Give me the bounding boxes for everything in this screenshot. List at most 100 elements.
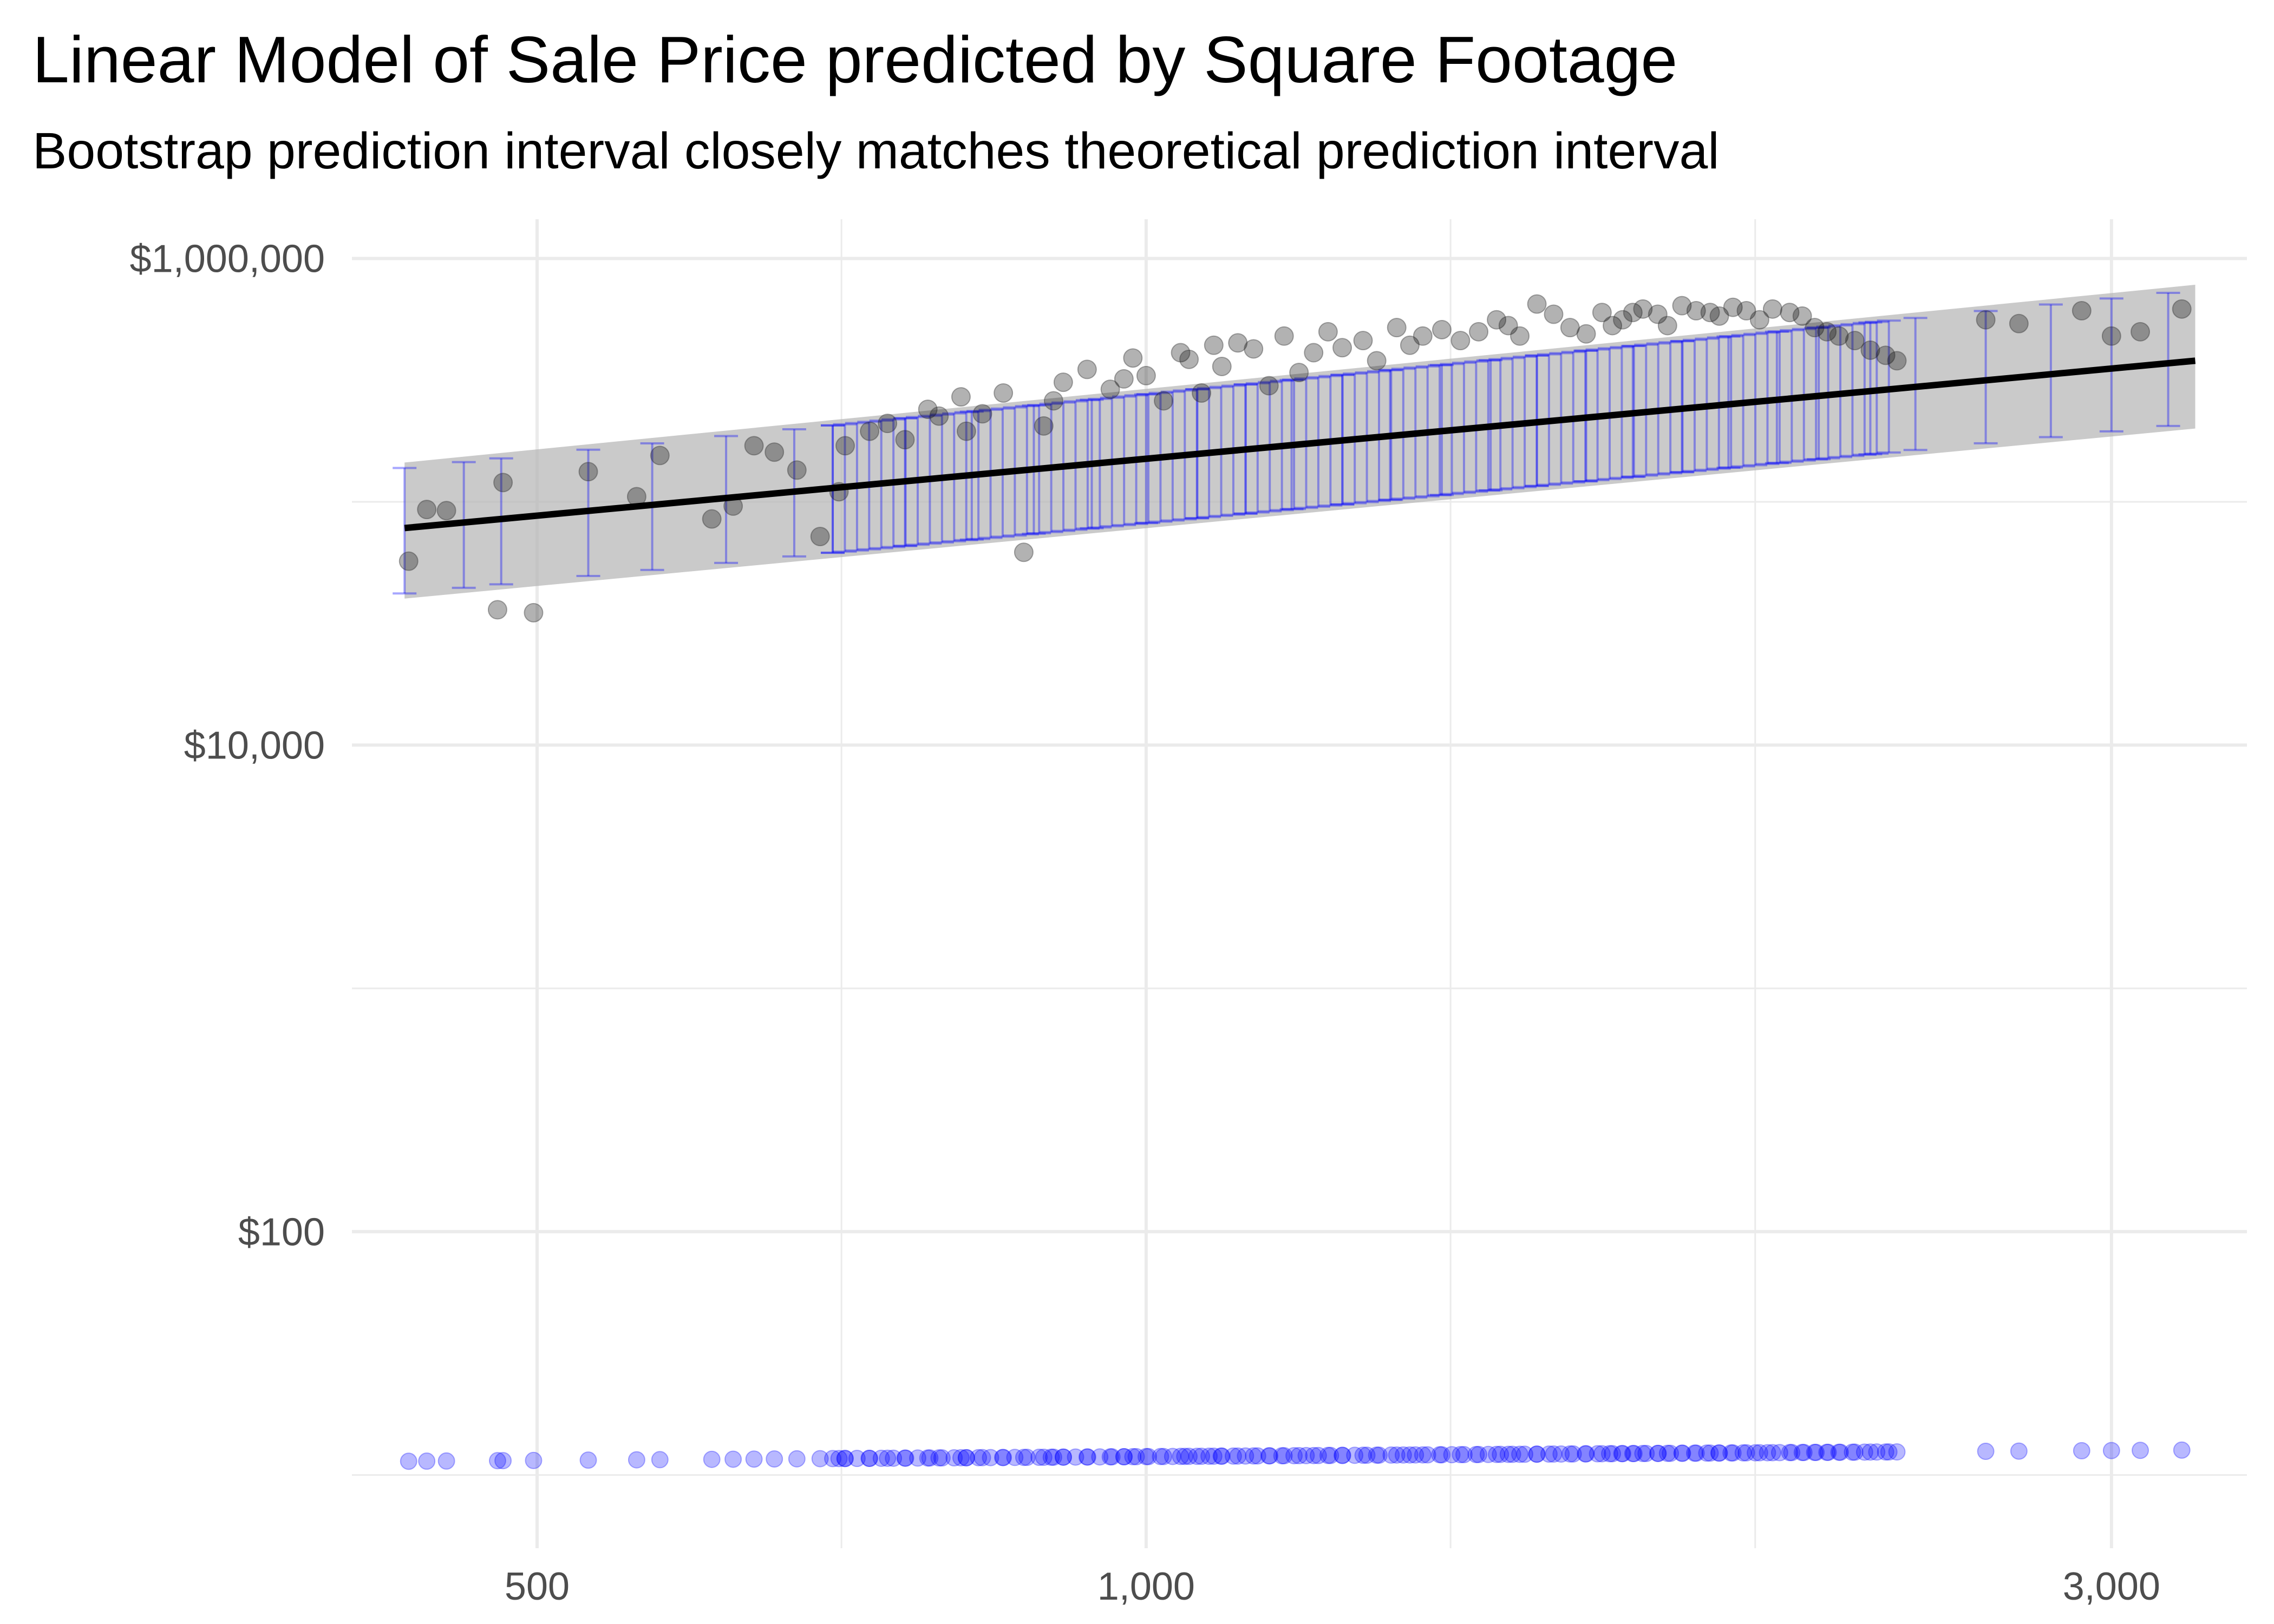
bootstrap-point — [1763, 1444, 1781, 1462]
data-point — [1469, 322, 1489, 342]
bootstrap-point — [1528, 1445, 1546, 1463]
bootstrap-point — [1888, 1443, 1906, 1461]
bootstrap-point — [1455, 1446, 1473, 1464]
data-point — [1686, 301, 1706, 321]
bootstrap-point — [1346, 1446, 1364, 1464]
bootstrap-point — [1124, 1448, 1142, 1465]
data-point — [1527, 294, 1547, 314]
bootstrap-point — [1516, 1445, 1534, 1463]
bootstrap-point — [400, 1452, 417, 1470]
bootstrap-point — [1394, 1446, 1412, 1464]
data-point — [1736, 301, 1756, 321]
bootstrap-point — [1868, 1443, 1886, 1461]
bootstrap-point — [1419, 1446, 1436, 1464]
bootstrap-point — [1401, 1446, 1419, 1464]
bootstrap-point — [830, 1450, 848, 1468]
y-tick-label: $100 — [238, 1210, 325, 1254]
bootstrap-point — [1593, 1445, 1611, 1463]
data-point — [994, 383, 1014, 403]
bootstrap-point — [579, 1451, 597, 1469]
bootstrap-point — [1470, 1445, 1488, 1463]
data-point — [398, 551, 419, 571]
bootstrap-point — [957, 1449, 975, 1466]
bootstrap-point — [1880, 1443, 1898, 1461]
bootstrap-point — [1212, 1447, 1230, 1465]
data-point — [1633, 299, 1653, 319]
bootstrap-point — [1285, 1447, 1303, 1465]
data-point — [1817, 322, 1837, 342]
data-point — [972, 404, 992, 424]
bootstrap-point — [837, 1450, 854, 1468]
bootstrap-point — [1504, 1445, 1521, 1463]
bootstrap-point — [1382, 1446, 1400, 1464]
bootstrap-point — [1818, 1443, 1836, 1461]
data-point — [1976, 310, 1996, 330]
bootstrap-point — [945, 1449, 963, 1467]
data-point — [1498, 316, 1518, 336]
data-point — [1289, 363, 1309, 383]
bootstrap-point — [811, 1450, 829, 1468]
bootstrap-point — [2132, 1442, 2149, 1459]
data-point — [1613, 310, 1633, 330]
data-point — [1762, 299, 1782, 319]
data-point — [929, 406, 949, 426]
data-point — [1860, 340, 1880, 360]
data-point — [1100, 379, 1120, 400]
bootstrap-point — [848, 1450, 866, 1468]
bootstrap-point — [1407, 1446, 1424, 1464]
bootstrap-point — [1055, 1448, 1073, 1466]
bootstrap-point — [1685, 1444, 1703, 1462]
bootstrap-point — [1354, 1446, 1372, 1464]
bootstrap-point — [1658, 1444, 1676, 1462]
data-point — [787, 460, 807, 480]
bootstrap-point — [745, 1450, 763, 1468]
data-point — [1648, 304, 1668, 324]
bootstrap-point — [1977, 1443, 1995, 1461]
bootstrap-point — [1443, 1446, 1461, 1464]
data-point — [1792, 306, 1812, 326]
data-point — [1192, 383, 1212, 403]
bootstrap-point — [1200, 1448, 1218, 1465]
data-point — [2131, 322, 2151, 342]
bootstrap-point — [1164, 1448, 1181, 1465]
bootstrap-point — [525, 1451, 543, 1469]
bootstrap-point — [1855, 1443, 1873, 1461]
data-point — [1876, 345, 1896, 365]
x-tick-label: 3,000 — [2063, 1565, 2160, 1608]
bootstrap-point — [1710, 1444, 1728, 1462]
bootstrap-point — [1078, 1448, 1096, 1466]
bootstrap-point — [1091, 1448, 1109, 1466]
bootstrap-point — [1103, 1448, 1121, 1466]
bootstrap-point — [1358, 1446, 1376, 1464]
bootstrap-point — [1368, 1446, 1386, 1464]
bootstrap-point — [1577, 1445, 1595, 1463]
data-point — [1560, 318, 1580, 338]
data-point — [1212, 356, 1232, 376]
bootstrap-point — [1290, 1447, 1308, 1465]
x-tick-label: 500 — [505, 1565, 570, 1608]
bootstrap-point — [703, 1450, 721, 1468]
bootstrap-point — [1604, 1445, 1622, 1463]
bootstrap-point — [1180, 1448, 1198, 1465]
bootstrap-point — [1511, 1445, 1529, 1463]
bootstrap-point — [1819, 1443, 1837, 1461]
data-point — [1043, 391, 1063, 411]
bootstrap-point — [1137, 1448, 1155, 1465]
bootstrap-point — [1564, 1445, 1582, 1463]
data-point — [702, 509, 722, 529]
data-point — [1318, 322, 1338, 342]
bootstrap-point — [1115, 1448, 1133, 1466]
bootstrap-point — [1634, 1445, 1652, 1463]
fit-line-layer — [404, 357, 2196, 532]
bootstrap-point — [957, 1449, 975, 1466]
bootstrap-point — [1488, 1445, 1506, 1463]
bootstrap-point — [1433, 1446, 1450, 1464]
bootstrap-point — [1101, 1448, 1119, 1466]
data-point — [1700, 303, 1720, 323]
data-point — [895, 430, 915, 450]
bootstrap-point — [1624, 1445, 1642, 1463]
bootstrap-point — [1334, 1446, 1351, 1464]
bootstrap-point — [1861, 1443, 1879, 1461]
bootstrap-point — [1044, 1448, 1062, 1466]
